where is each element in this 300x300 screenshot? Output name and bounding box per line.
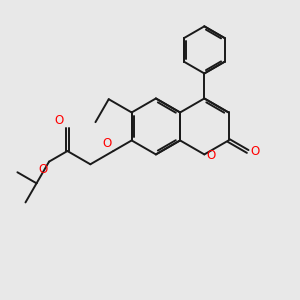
Text: O: O	[250, 145, 259, 158]
Text: O: O	[207, 149, 216, 162]
Text: O: O	[103, 136, 112, 150]
Text: O: O	[38, 163, 48, 176]
Text: O: O	[55, 114, 64, 127]
